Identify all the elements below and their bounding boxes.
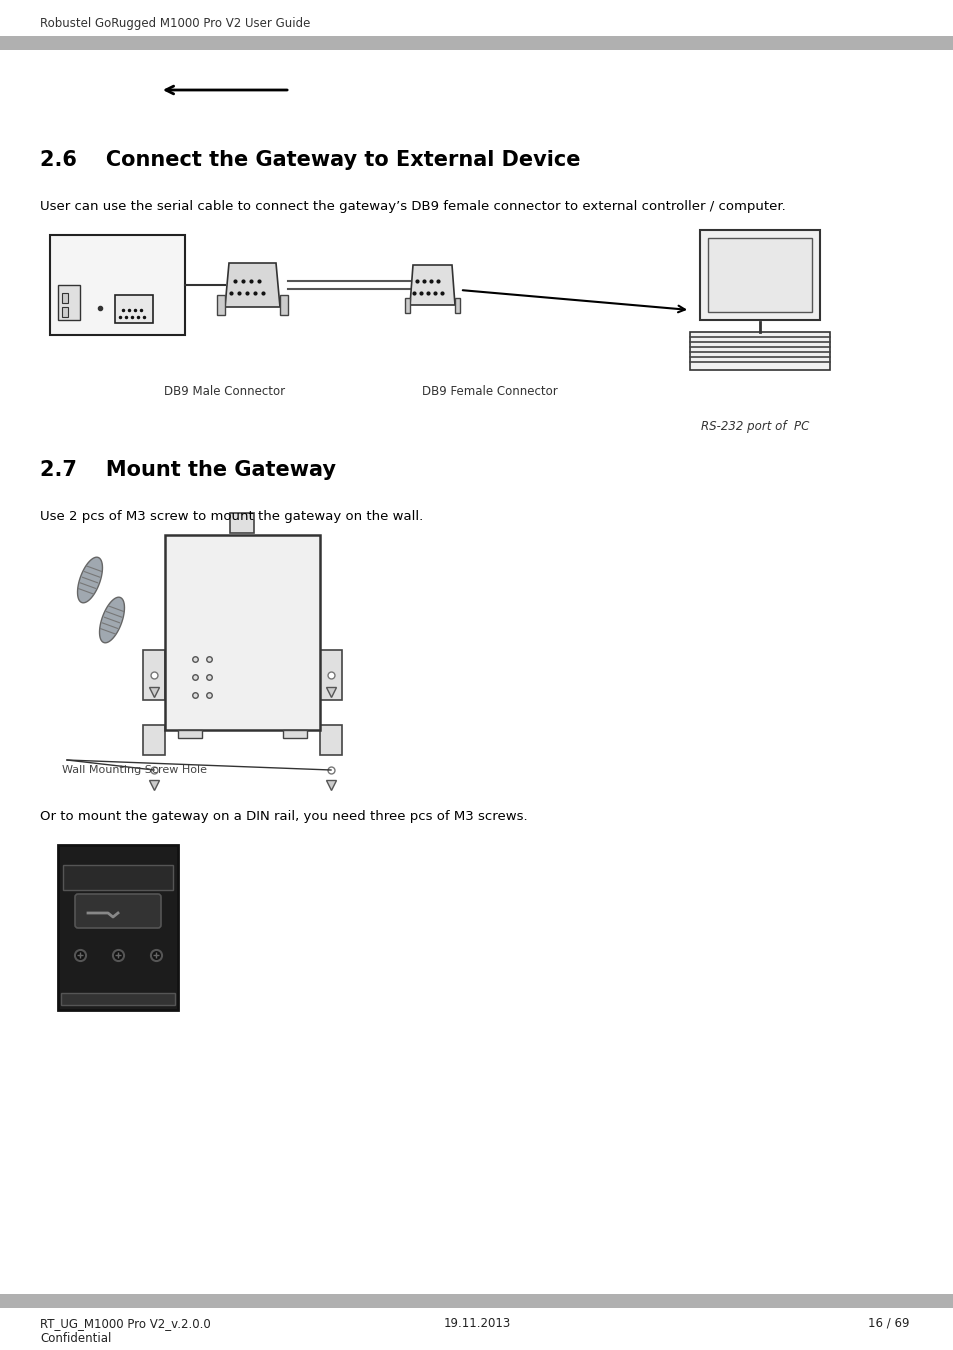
Bar [115,296,152,323]
Bar [58,285,80,320]
Polygon shape [410,265,455,305]
Text: 16 / 69: 16 / 69 [867,1318,909,1330]
Bar [283,730,307,738]
Bar [280,296,288,315]
Bar [689,332,829,370]
Bar [143,725,165,755]
Bar [62,293,68,302]
Bar [405,298,410,313]
Bar [455,298,459,313]
Bar [700,230,820,320]
Text: DB9 Male Connector: DB9 Male Connector [164,385,285,398]
Text: 2.6    Connect the Gateway to External Device: 2.6 Connect the Gateway to External Devi… [40,150,579,170]
Text: RS-232 port of  PC: RS-232 port of PC [700,420,808,433]
Text: 19.11.2013: 19.11.2013 [443,1318,510,1330]
Text: Robustel GoRugged M1000 Pro V2 User Guide: Robustel GoRugged M1000 Pro V2 User Guid… [40,18,310,30]
Bar [216,296,225,315]
Bar [319,649,341,701]
Text: DB9 Female Connector: DB9 Female Connector [421,385,558,398]
Text: 2.7    Mount the Gateway: 2.7 Mount the Gateway [40,460,335,481]
Bar [62,306,68,317]
Text: Confidential: Confidential [40,1332,112,1345]
Polygon shape [77,558,102,603]
Text: Or to mount the gateway on a DIN rail, you need three pcs of M3 screws.: Or to mount the gateway on a DIN rail, y… [40,810,527,824]
Text: User can use the serial cable to connect the gateway’s DB9 female connector to e: User can use the serial cable to connect… [40,200,785,213]
Bar [63,865,172,890]
Polygon shape [99,597,124,643]
Bar [165,535,319,730]
Text: Wall Mounting Screw Hole: Wall Mounting Screw Hole [62,765,207,775]
Bar [178,730,202,738]
Bar [0,36,953,50]
Bar [61,994,174,1004]
Text: Use 2 pcs of M3 screw to mount the gateway on the wall.: Use 2 pcs of M3 screw to mount the gatew… [40,510,423,522]
Bar [707,238,811,312]
Bar [0,1295,953,1308]
Bar [143,649,165,701]
Bar [50,235,185,335]
Bar [319,725,341,755]
FancyBboxPatch shape [75,894,161,927]
Text: RT_UG_M1000 Pro V2_v.2.0.0: RT_UG_M1000 Pro V2_v.2.0.0 [40,1318,211,1330]
Bar [230,513,253,533]
Bar [58,845,178,1010]
Polygon shape [225,263,280,306]
